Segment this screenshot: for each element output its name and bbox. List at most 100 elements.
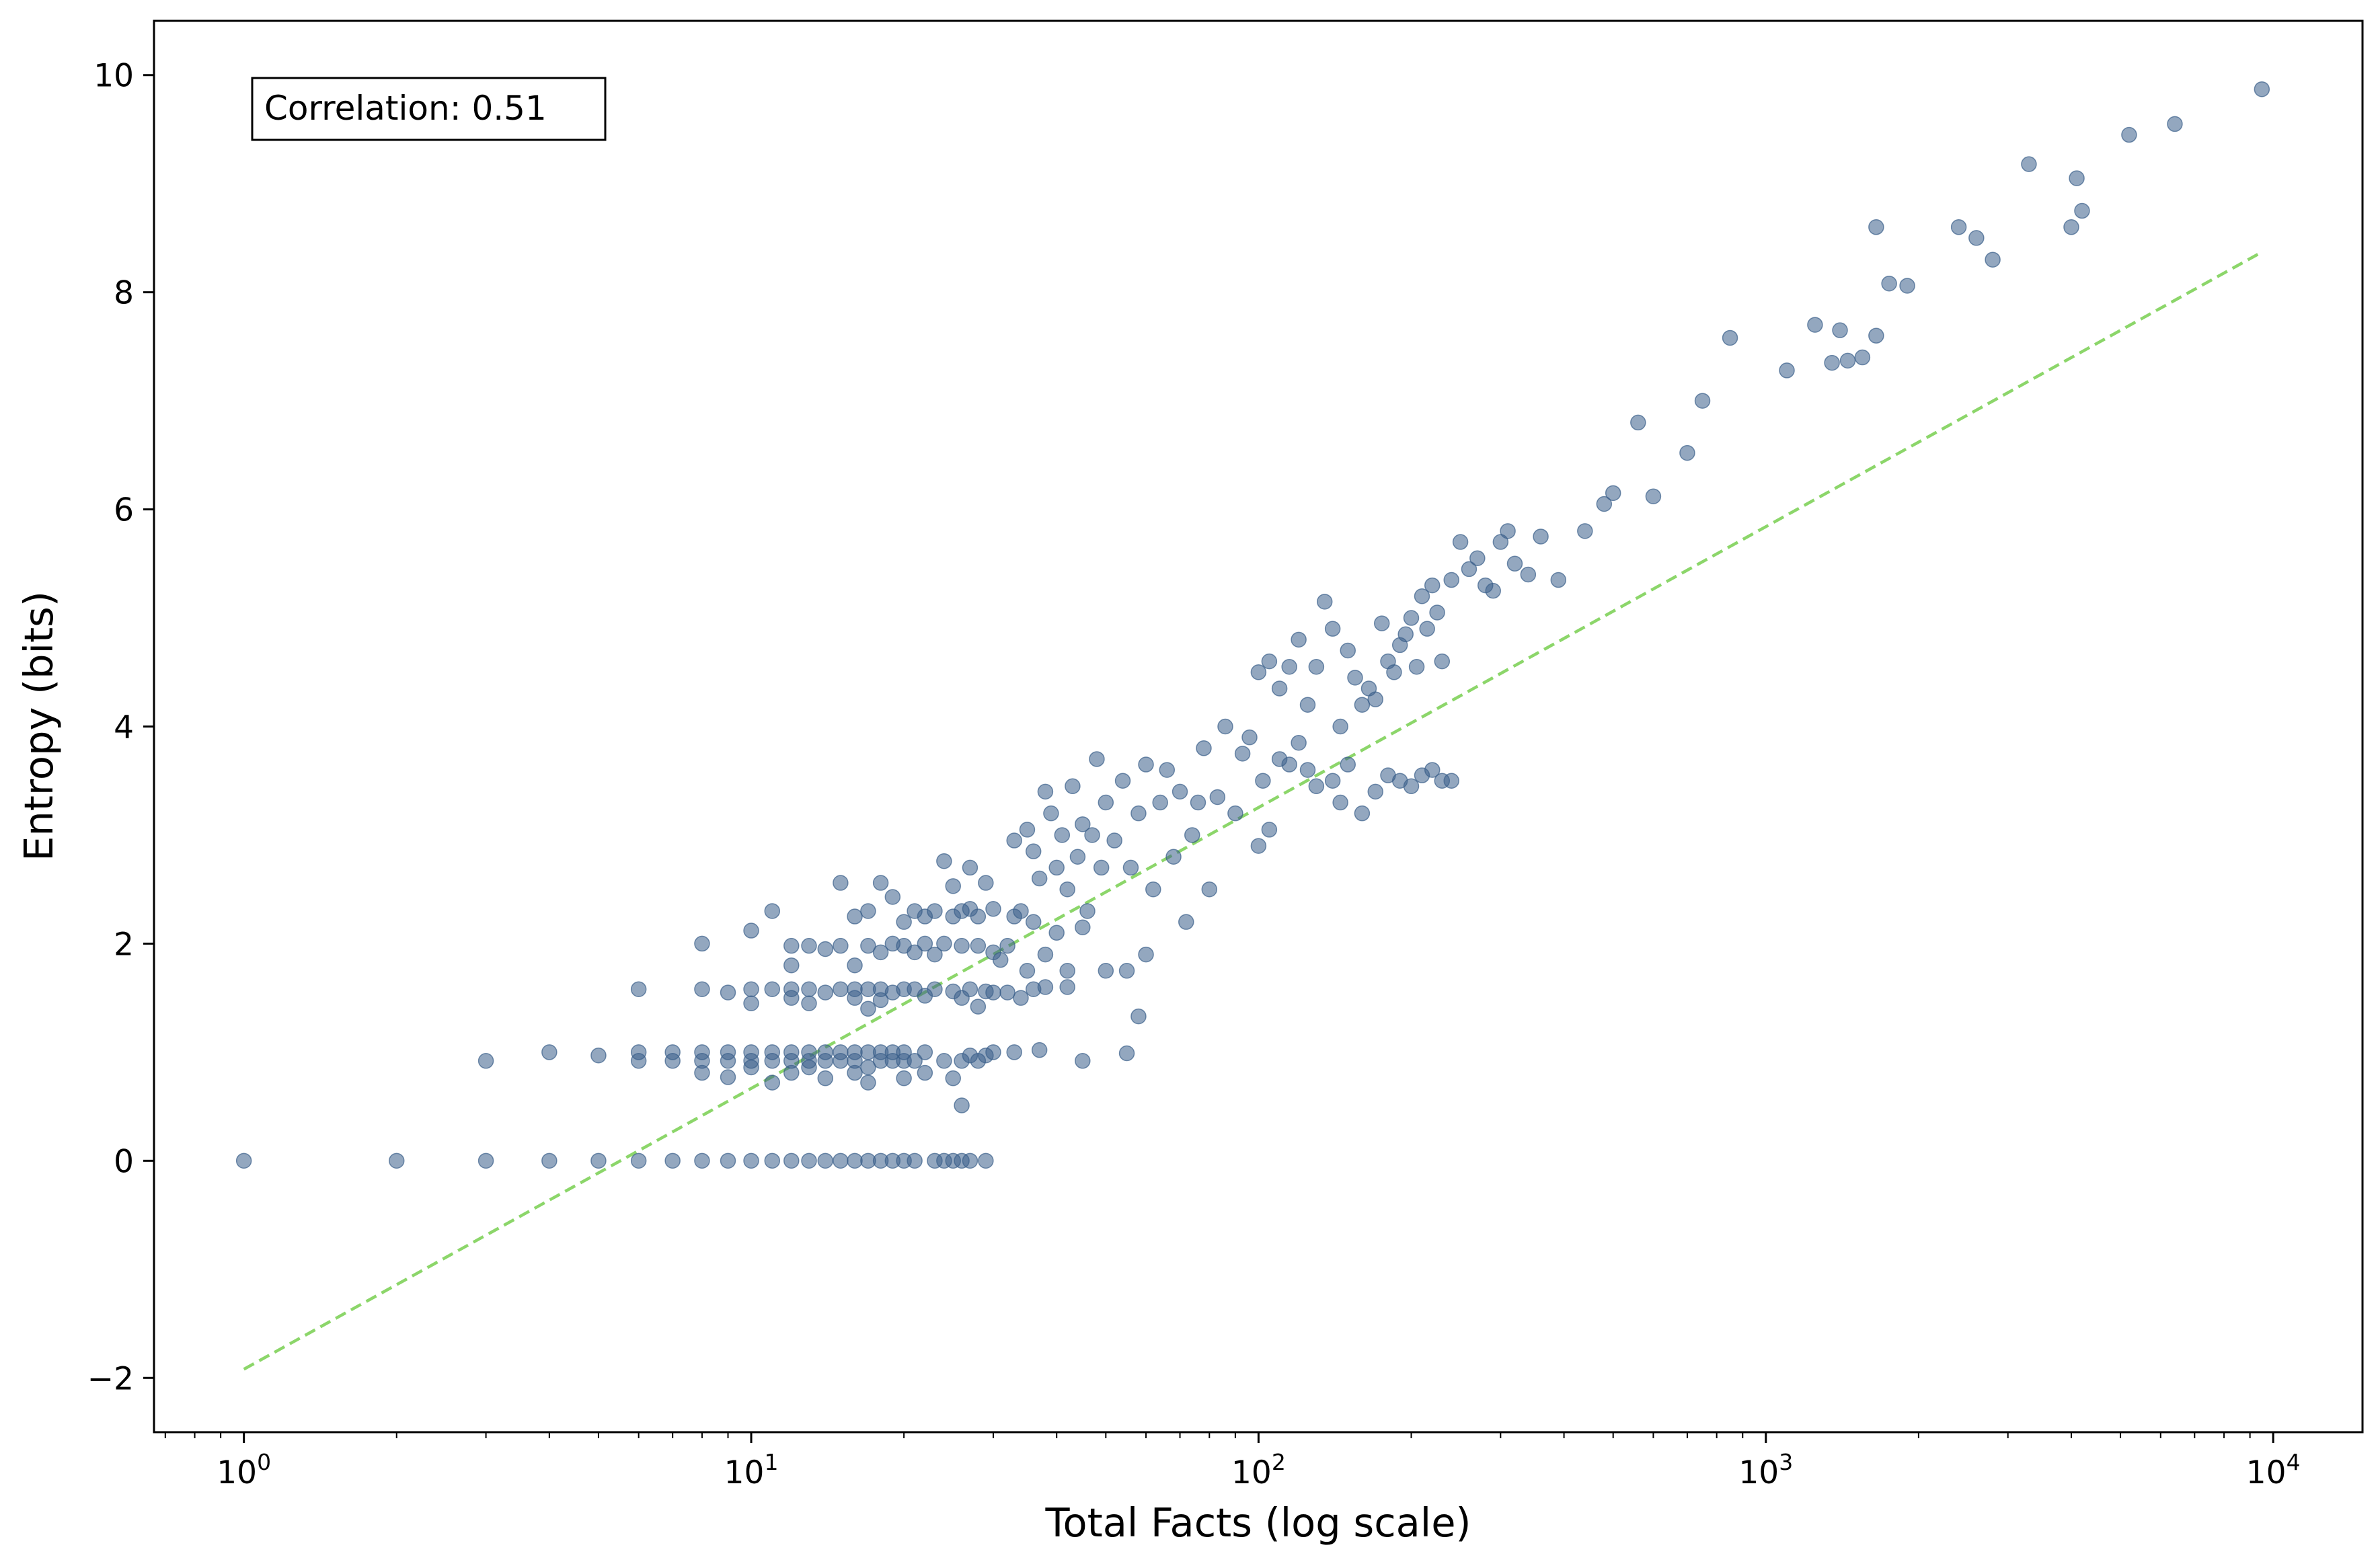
data-point: [1037, 946, 1054, 963]
data-point: [1403, 778, 1420, 795]
data-point: [896, 914, 912, 930]
data-point: [1122, 859, 1139, 876]
data-point: [1079, 903, 1096, 919]
x-tick-label: 102: [1231, 1449, 1286, 1491]
data-point: [1006, 832, 1022, 849]
data-point: [1605, 485, 1621, 502]
data-point: [970, 908, 987, 925]
data-point: [962, 859, 978, 876]
data-point: [1190, 794, 1206, 811]
data-point: [1031, 1042, 1048, 1058]
data-point: [1075, 816, 1091, 832]
data-point: [1261, 822, 1278, 838]
data-point: [630, 1152, 647, 1169]
x-axis-ticks: 100 101 102 103 104: [164, 1432, 2301, 1491]
data-point: [720, 984, 736, 1001]
data-point: [1043, 805, 1059, 822]
data-point: [1324, 621, 1341, 637]
y-axis-title: Entropy (bits): [15, 591, 62, 861]
data-point: [1374, 615, 1390, 631]
data-point: [1500, 523, 1516, 539]
data-point: [630, 1044, 647, 1060]
data-point: [817, 1070, 834, 1087]
data-point: [1469, 550, 1486, 566]
data-point: [999, 984, 1015, 1001]
data-point: [1429, 604, 1445, 621]
data-point: [860, 937, 876, 954]
x-tick-label: 104: [2246, 1449, 2301, 1491]
data-point: [936, 1053, 952, 1069]
data-point: [917, 935, 933, 952]
data-point: [1354, 697, 1371, 713]
data-point: [884, 889, 901, 905]
data-point: [1013, 990, 1029, 1006]
data-point: [1868, 219, 1884, 235]
data-point: [927, 903, 943, 919]
data-point: [2021, 156, 2037, 172]
data-point: [860, 1074, 876, 1091]
data-point: [1048, 925, 1065, 941]
data-point: [1577, 523, 1593, 539]
data-point: [1145, 881, 1161, 898]
data-point: [720, 1069, 736, 1085]
data-point: [1075, 919, 1091, 935]
data-point: [1868, 327, 1884, 344]
data-point: [999, 937, 1015, 954]
data-point: [1291, 631, 1307, 648]
data-point: [1031, 870, 1048, 887]
data-point: [1059, 881, 1075, 898]
data-point: [927, 981, 943, 997]
data-point: [817, 1152, 834, 1169]
data-point: [1308, 658, 1325, 675]
data-point: [1059, 979, 1075, 995]
data-point: [1075, 1053, 1091, 1069]
data-point: [743, 1044, 759, 1060]
data-point: [833, 981, 849, 997]
data-point: [1443, 773, 1459, 789]
data-point: [801, 981, 817, 997]
data-point: [1241, 729, 1258, 746]
data-point: [1679, 444, 1695, 461]
data-point: [970, 998, 987, 1015]
data-point: [1234, 746, 1251, 762]
data-point: [978, 875, 994, 891]
data-point: [1839, 352, 1856, 369]
data-point: [1138, 756, 1154, 773]
data-point: [801, 937, 817, 954]
data-point: [985, 984, 1001, 1001]
data-point: [907, 1053, 923, 1069]
data-point: [817, 984, 834, 1001]
data-point: [1059, 963, 1075, 979]
data-point: [694, 935, 710, 952]
data-point: [847, 1152, 863, 1169]
data-point: [664, 1044, 681, 1060]
data-point: [1807, 317, 1823, 333]
data-point: [1367, 691, 1384, 707]
data-point: [541, 1044, 558, 1060]
x-tick-label: 101: [724, 1449, 779, 1491]
data-point: [860, 1001, 876, 1017]
data-point: [1899, 278, 1915, 294]
data-point: [833, 937, 849, 954]
data-point: [477, 1152, 494, 1169]
data-point: [985, 1044, 1001, 1060]
data-point: [1093, 859, 1110, 876]
data-point: [694, 1064, 710, 1081]
data-point: [917, 1044, 933, 1060]
data-point: [1172, 783, 1188, 800]
data-point: [1386, 664, 1402, 680]
data-point: [801, 1044, 817, 1060]
data-point: [1596, 496, 1613, 512]
data-point: [896, 1044, 912, 1060]
x-axis-title: Total Facts (log scale): [1044, 1499, 1471, 1546]
data-point: [1832, 322, 1848, 338]
data-point: [1452, 534, 1469, 550]
data-point: [847, 957, 863, 974]
data-point: [992, 951, 1009, 968]
data-point: [1550, 572, 1567, 588]
data-point: [1340, 642, 1356, 659]
data-point: [1106, 832, 1122, 849]
data-point: [1291, 734, 1307, 751]
data-point: [2074, 202, 2090, 219]
